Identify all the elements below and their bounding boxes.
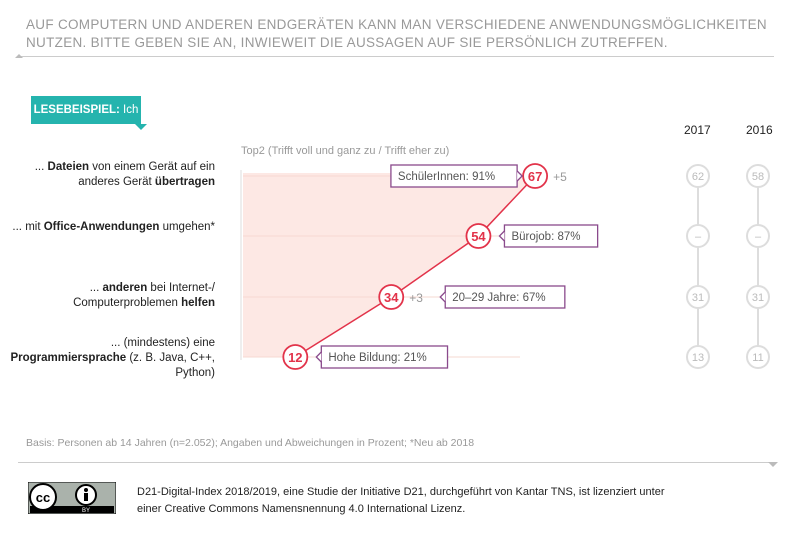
value-2016: 11 [752, 352, 763, 364]
svg-text:BY: BY [82, 508, 90, 514]
value-2016: 58 [752, 171, 764, 183]
value-2017: 62 [692, 171, 704, 183]
data-label: 12 [288, 350, 302, 365]
divider-marker-icon [768, 462, 778, 472]
callout-label: 20–29 Jahre: 67% [452, 292, 545, 304]
series-line [294, 175, 536, 358]
data-point [465, 223, 492, 249]
svg-text:cc: cc [36, 490, 50, 505]
value-2017: 13 [692, 352, 704, 364]
year-2017-header: 2017 [684, 123, 711, 137]
callout-label: SchülerInnen: 91% [398, 171, 495, 183]
history-circle [686, 285, 710, 309]
data-point [282, 344, 309, 370]
value-2016: 31 [752, 292, 764, 304]
reading-example-box: LESEBEISPIEL: Ich kann ... [31, 96, 147, 144]
callout-label: Bürojob: 87% [511, 231, 580, 243]
history-circle [746, 164, 770, 188]
category-label: ... (mindestens) eine Programmiersprache… [10, 337, 215, 379]
data-point [378, 284, 405, 310]
page-title: AUF COMPUTERN UND ANDEREN ENDGERÄTEN KAN… [26, 17, 767, 50]
data-label: 67 [528, 169, 542, 184]
cc-by-license-icon: cc BY [28, 482, 116, 514]
chart: 62 – 31 13 58 – 31 11 67 +5 SchülerInnen: 91% 54 Bür… [240, 163, 770, 370]
callout-pointer [315, 351, 322, 363]
license-text: D21-Digital-Index 2018/2019, eine Studie… [137, 486, 665, 515]
history-circle [746, 345, 770, 369]
title-divider [18, 56, 774, 57]
area-fill [243, 173, 536, 357]
category-label: ... Dateien von einem Gerät auf ein ande… [34, 161, 215, 188]
value-2016: – [755, 231, 762, 243]
callout-pointer [498, 230, 505, 242]
data-point [522, 163, 549, 189]
history-circle [686, 224, 710, 248]
basis-note: Basis: Personen ab 14 Jahren (n=2.052); … [26, 437, 475, 449]
history-circle [686, 164, 710, 188]
history-circle [746, 285, 770, 309]
value-2017: 31 [692, 292, 704, 304]
year-2016-header: 2016 [746, 123, 773, 137]
change-label: +5 [553, 170, 567, 184]
category-label: ... mit Office-Anwendungen umgehen* [12, 221, 215, 233]
callout-pointer [439, 291, 446, 303]
footer-divider [18, 462, 774, 463]
change-label: +3 [409, 291, 423, 305]
category-label: ... anderen bei Internet-/ Computerprobl… [73, 282, 215, 309]
divider-marker-icon [15, 50, 23, 58]
history-circle [746, 224, 770, 248]
callout-pointer [516, 170, 524, 182]
data-label: 54 [471, 229, 486, 244]
chart-subtitle: Top2 (Trifft voll und ganz zu / Trifft e… [241, 145, 450, 157]
callout-label: Hohe Bildung: 21% [328, 352, 426, 364]
value-2017: – [695, 231, 702, 243]
data-label: 34 [384, 290, 399, 305]
history-circle [686, 345, 710, 369]
